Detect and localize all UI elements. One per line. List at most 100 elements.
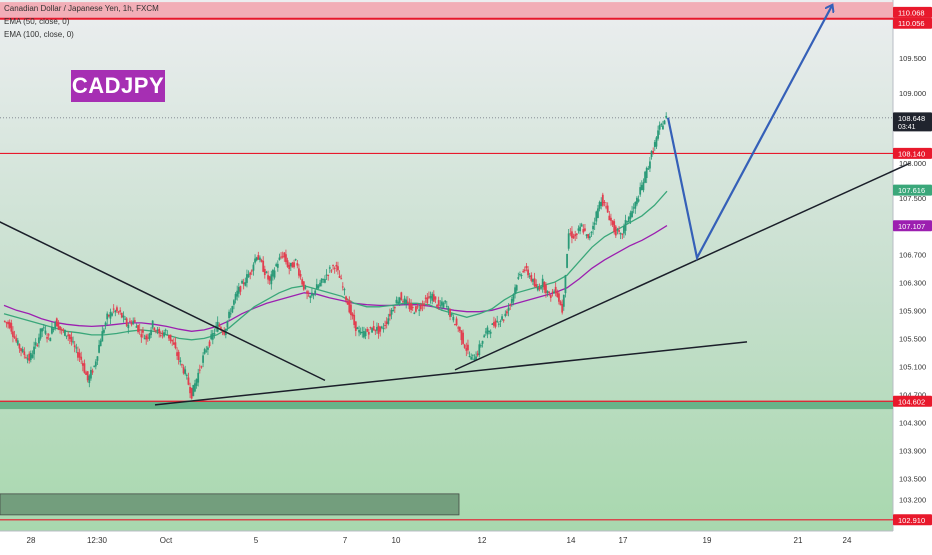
candle-body xyxy=(158,328,161,334)
candle-body xyxy=(38,337,40,344)
x-tick-label: 12 xyxy=(478,536,487,545)
candle-body xyxy=(428,296,430,298)
candle-body xyxy=(263,268,266,276)
candle-body xyxy=(148,333,151,339)
candle-body xyxy=(601,194,604,206)
candle-body xyxy=(31,354,34,358)
candle-body xyxy=(156,329,159,332)
candle-body xyxy=(574,234,577,237)
candle-body xyxy=(454,324,456,326)
candle-body xyxy=(33,346,35,355)
candle-body xyxy=(107,314,110,317)
candle-body xyxy=(486,327,489,335)
candle-body xyxy=(288,264,291,270)
candle-body xyxy=(169,334,172,341)
candle-body xyxy=(382,328,385,330)
candle-body xyxy=(333,267,336,269)
candle-body xyxy=(280,256,282,258)
candle-body xyxy=(210,334,213,340)
candle-body xyxy=(91,370,94,373)
candle-body xyxy=(572,235,575,239)
candle-body xyxy=(361,331,364,333)
candle-body xyxy=(207,347,209,350)
candle-body xyxy=(265,271,268,273)
candle-body xyxy=(62,329,65,332)
candle-body xyxy=(21,349,24,352)
candle-body xyxy=(51,326,53,334)
ema-100-legend[interactable]: EMA (100, close, 0) xyxy=(4,30,74,39)
candle-body xyxy=(221,330,224,333)
candle-body xyxy=(67,334,70,336)
candle-body xyxy=(623,226,625,234)
x-tick-label: 10 xyxy=(392,536,401,545)
price-label-tag xyxy=(893,17,932,29)
candle-body xyxy=(90,369,92,379)
candle-body xyxy=(449,309,451,317)
candle-body xyxy=(109,311,112,319)
candle-body xyxy=(101,331,104,342)
candle-body xyxy=(145,335,148,340)
candle-body xyxy=(311,292,313,296)
candle-body xyxy=(549,295,552,298)
candle-body xyxy=(155,330,157,332)
candle-body xyxy=(528,275,531,277)
candle-body xyxy=(218,324,221,327)
candle-body xyxy=(315,284,318,290)
y-tick-label: 103.900 xyxy=(899,446,926,455)
candle-body xyxy=(174,342,177,349)
candle-body xyxy=(205,350,208,352)
candle-body xyxy=(179,360,182,363)
candle-body xyxy=(270,274,273,285)
candle-body xyxy=(88,375,91,384)
price-label-subtext: 03:41 xyxy=(898,124,916,131)
projection-arrow[interactable] xyxy=(666,6,832,261)
price-label-tag xyxy=(893,147,932,159)
watermark-box xyxy=(0,493,460,516)
candle-body xyxy=(77,351,79,358)
candle-body xyxy=(338,275,341,278)
candle-body xyxy=(159,335,162,337)
steep-rising-trendline[interactable] xyxy=(454,162,911,371)
candle-body xyxy=(379,326,382,332)
candle-body xyxy=(543,281,546,290)
candle-body xyxy=(298,268,300,276)
candle-body xyxy=(16,340,19,345)
candle-body xyxy=(376,327,378,331)
candle-body xyxy=(47,334,50,336)
descending-trendline[interactable] xyxy=(0,212,326,382)
candle-body xyxy=(634,201,637,209)
y-tick-label: 106.700 xyxy=(899,250,926,259)
candle-body xyxy=(569,233,572,235)
candle-body xyxy=(49,337,52,342)
candle-body xyxy=(104,322,107,326)
ema-50-line[interactable] xyxy=(3,190,668,341)
candle-body xyxy=(517,277,520,279)
candle-body xyxy=(389,313,391,317)
long-rising-trendline[interactable] xyxy=(154,341,748,406)
candle-body xyxy=(642,182,645,191)
ema-50-legend[interactable]: EMA (50, close, 0) xyxy=(4,17,70,26)
candle-body xyxy=(527,269,529,276)
candle-body xyxy=(353,314,356,325)
candle-body xyxy=(631,211,633,218)
candle-body xyxy=(325,274,328,276)
candle-body xyxy=(398,297,401,303)
candle-body xyxy=(491,323,494,325)
candle-body xyxy=(525,265,528,269)
x-tick-label: 12:30 xyxy=(87,536,108,545)
candle-body xyxy=(257,255,260,260)
candle-body xyxy=(223,330,226,335)
y-tick-label: 105.900 xyxy=(899,306,926,315)
candle-body xyxy=(252,264,255,271)
candle-body xyxy=(93,365,96,367)
candle-body xyxy=(619,233,622,235)
candle-body xyxy=(540,287,542,289)
candle-body xyxy=(44,330,47,334)
y-tick-label: 109.500 xyxy=(899,54,926,63)
candle-body xyxy=(662,125,664,130)
candle-body xyxy=(471,354,474,356)
x-tick-label: 17 xyxy=(619,536,628,545)
candle-body xyxy=(168,334,170,339)
symbol-badge: CADJPY xyxy=(71,70,165,102)
